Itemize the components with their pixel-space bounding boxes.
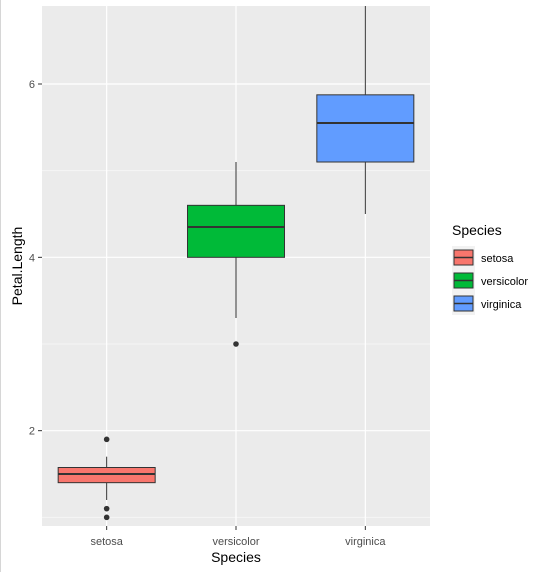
outlier-point (233, 341, 239, 347)
legend-label-virginica: virginica (481, 299, 522, 311)
y-axis-title: Petal.Length (9, 227, 25, 306)
legend-title: Species (452, 222, 502, 238)
legend-label-versicolor: versicolor (481, 276, 528, 288)
x-tick-label: virginica (345, 536, 386, 548)
x-tick-label: setosa (90, 536, 123, 548)
x-tick-label: versicolor (212, 536, 259, 548)
y-tick-label: 4 (29, 252, 35, 264)
box-versicolor (187, 204, 285, 258)
legend-label-setosa: setosa (481, 253, 514, 265)
y-tick-label: 6 (29, 79, 35, 91)
y-tick-label: 2 (29, 426, 35, 438)
left-border (0, 0, 1, 572)
box-virginica (316, 94, 415, 163)
box-setosa (57, 467, 156, 484)
outlier-point (103, 436, 110, 443)
outlier-point (103, 514, 110, 521)
x-axis-title: Species (211, 549, 261, 565)
outlier-point (103, 505, 110, 512)
